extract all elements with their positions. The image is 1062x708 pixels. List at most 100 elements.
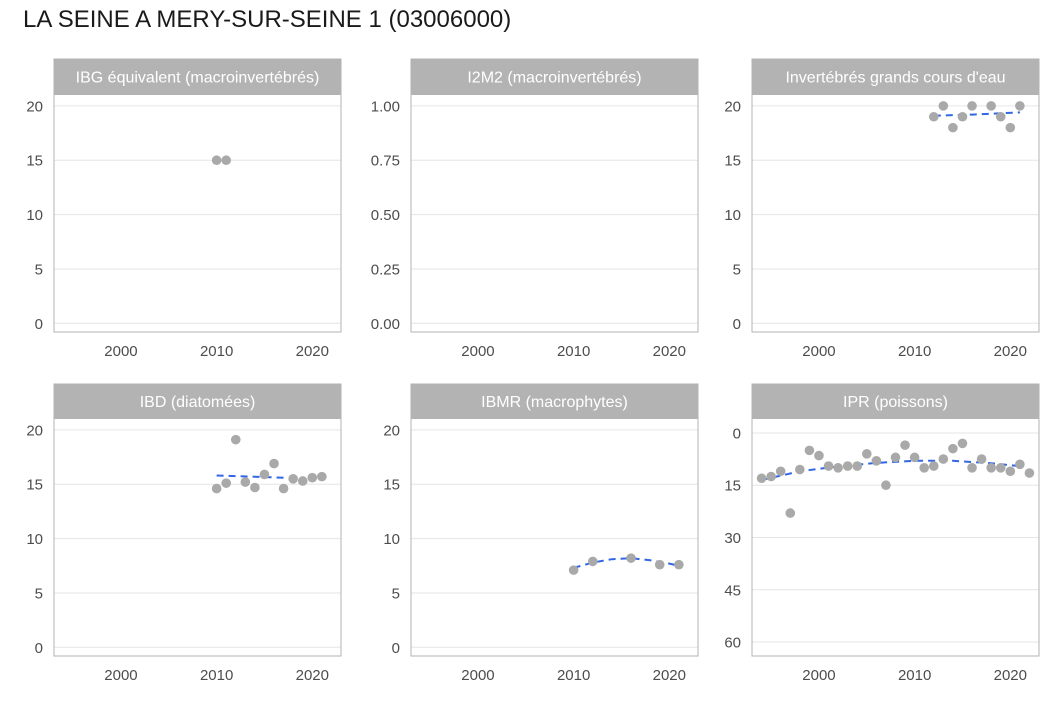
- data-point: [967, 101, 977, 111]
- panel-border: [751, 58, 1040, 333]
- x-tick-label: 2020: [994, 667, 1027, 684]
- y-tick-label: 5: [392, 585, 400, 602]
- y-tick-label: 10: [26, 207, 43, 224]
- data-point: [240, 477, 251, 487]
- data-point: [1005, 122, 1016, 133]
- y-tick-label: 0: [392, 640, 400, 657]
- y-tick-label: 45: [724, 582, 741, 599]
- data-point: [674, 559, 684, 570]
- data-point: [919, 462, 929, 473]
- y-tick-label: 0.75: [371, 153, 400, 170]
- data-point: [766, 471, 776, 482]
- data-point: [221, 155, 231, 166]
- y-tick-label: 10: [26, 531, 43, 548]
- y-tick-label: 15: [26, 477, 43, 494]
- x-tick-label: 2020: [653, 343, 686, 360]
- data-point: [986, 462, 996, 473]
- data-point: [317, 471, 327, 482]
- facet-strip: [411, 59, 698, 95]
- panel-border: [53, 383, 342, 657]
- trend-line: [573, 557, 680, 569]
- x-tick-label: 2000: [104, 667, 137, 684]
- y-tick-label: 10: [724, 207, 741, 224]
- data-point: [1024, 468, 1035, 478]
- y-tick-label: 20: [26, 98, 43, 115]
- data-point: [881, 480, 891, 491]
- data-point: [995, 462, 1006, 473]
- data-point: [756, 473, 767, 484]
- data-point: [948, 122, 958, 133]
- x-tick-label: 2020: [296, 667, 329, 684]
- y-tick-label: 1.00: [371, 98, 400, 115]
- data-point: [928, 111, 939, 122]
- data-point: [871, 456, 882, 466]
- data-point: [259, 469, 270, 480]
- panel-border: [410, 58, 699, 333]
- data-point: [1015, 459, 1025, 470]
- data-point: [852, 461, 863, 471]
- data-point: [948, 443, 958, 454]
- data-point: [938, 101, 949, 111]
- data-point: [211, 155, 222, 166]
- y-tick-label: 0: [35, 640, 43, 657]
- x-tick-label: 2000: [461, 667, 494, 684]
- data-point: [890, 452, 901, 463]
- data-point: [967, 462, 977, 473]
- x-tick-label: 2010: [200, 667, 233, 684]
- facet-panel-4: IBD (diatomées) 0 5 10 15 20 2000 2010 2020: [26, 383, 342, 684]
- facet-title: IBMR (macrophytes): [481, 394, 628, 411]
- data-point: [288, 473, 298, 484]
- data-point: [250, 482, 260, 493]
- y-tick-label: 20: [383, 422, 400, 439]
- y-tick-label: 0: [733, 316, 741, 333]
- data-point: [587, 556, 598, 567]
- y-tick-label: 5: [35, 261, 43, 278]
- data-point: [654, 559, 665, 570]
- y-tick-label: 0: [733, 425, 741, 442]
- panel-border: [751, 383, 1040, 657]
- data-point: [823, 461, 834, 471]
- data-point: [785, 508, 796, 518]
- x-tick-label: 2020: [653, 667, 686, 684]
- data-point: [307, 472, 318, 483]
- y-tick-label: 0.00: [371, 316, 400, 333]
- facet-panel-2: I2M2 (macroinvertébrés) 0.00 0.25 0.50 0.75 1…: [371, 58, 699, 360]
- y-tick-label: 5: [733, 261, 741, 278]
- data-point: [278, 483, 289, 494]
- data-point: [900, 440, 910, 450]
- facet-panel-3: Invertébrés grands cours d'eau0510152020…: [724, 58, 1040, 360]
- data-point: [928, 461, 939, 471]
- page-title: LA SEINE A MERY-SUR-SEINE 1 (03006000): [23, 6, 512, 33]
- data-point: [221, 478, 231, 488]
- data-point: [211, 483, 222, 494]
- x-tick-label: 2000: [461, 343, 494, 360]
- y-tick-label: 0.25: [371, 261, 400, 278]
- trend-line: [216, 474, 284, 479]
- facet-strip: [752, 59, 1039, 95]
- data-point: [1005, 466, 1016, 477]
- x-tick-label: 2020: [296, 343, 329, 360]
- x-tick-label: 2010: [557, 667, 590, 684]
- data-point: [957, 438, 968, 449]
- facet-strip: [411, 384, 698, 419]
- data-point: [862, 449, 872, 459]
- y-tick-label: 15: [724, 153, 741, 170]
- y-tick-label: 0: [35, 316, 43, 333]
- x-tick-label: 2010: [898, 343, 931, 360]
- facet-title: IBD (diatomées): [140, 394, 256, 411]
- data-point: [814, 450, 824, 461]
- data-point: [995, 111, 1006, 122]
- trend-line: [933, 111, 1020, 117]
- y-tick-label: 20: [724, 98, 741, 115]
- x-tick-label: 2000: [802, 343, 835, 360]
- x-tick-label: 2010: [200, 343, 233, 360]
- data-point: [938, 454, 949, 464]
- data-point: [804, 445, 815, 456]
- data-point: [842, 461, 853, 471]
- facet-strip: [54, 384, 341, 419]
- facet-title: IPR (poissons): [843, 394, 948, 411]
- y-tick-label: 15: [26, 153, 43, 170]
- y-tick-label: 15: [724, 478, 741, 495]
- facet-panel-1: IBG équivalent (macroinvertébrés) 0 5 10 15 2…: [26, 58, 342, 360]
